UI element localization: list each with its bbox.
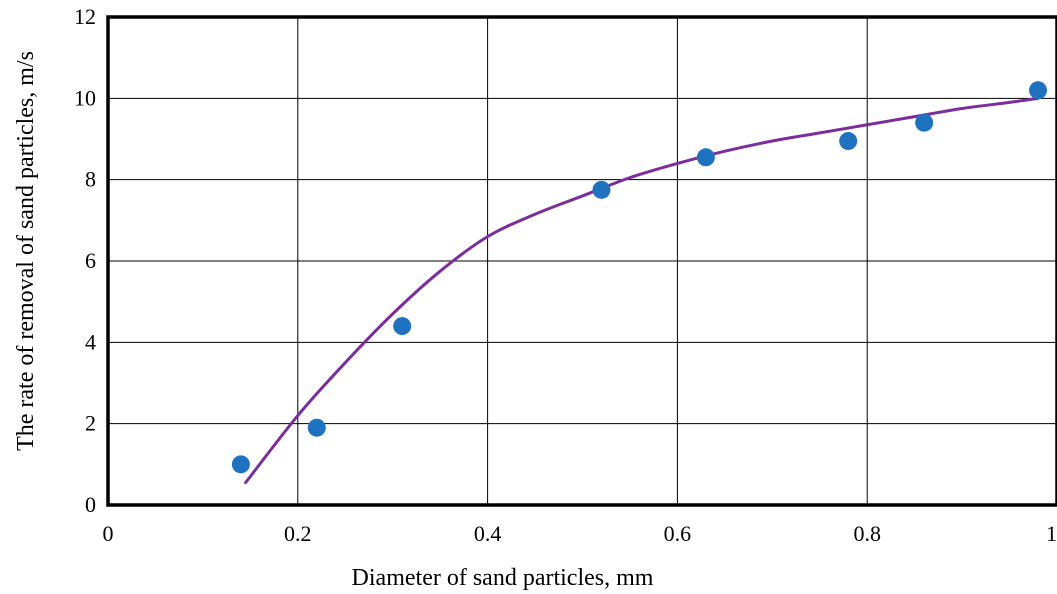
x-axis-title: Diameter of sand particles, mm (352, 565, 654, 591)
y-tick-label: 4 (85, 329, 96, 354)
y-tick-labels: 0 2 4 6 8 10 12 (74, 4, 96, 517)
data-point (592, 180, 611, 199)
x-tick-label: 1 (1046, 521, 1057, 546)
data-point (231, 455, 250, 474)
data-points (231, 81, 1048, 474)
y-tick-label: 6 (85, 248, 96, 273)
plot-area-border (106, 15, 1057, 507)
y-tick-label: 0 (85, 492, 96, 517)
data-point (915, 113, 934, 132)
data-point (307, 418, 326, 437)
x-tick-label: 0.4 (474, 521, 502, 546)
data-point (839, 132, 858, 151)
data-point (393, 317, 412, 336)
x-tick-label: 0.8 (853, 521, 881, 546)
trendline-layer (244, 96, 1040, 485)
y-axis-title: The rate of removal of sand particles, m… (13, 51, 39, 451)
y-tick-label: 8 (85, 167, 96, 192)
x-tick-labels: 0 0.2 0.4 0.6 0.8 1 (103, 521, 1057, 546)
grid-lines (107, 16, 1057, 506)
trendline (244, 96, 1040, 485)
data-point (696, 148, 715, 167)
data-point (1029, 81, 1048, 100)
x-tick-label: 0 (103, 521, 114, 546)
y-tick-label: 12 (74, 4, 96, 29)
y-tick-label: 2 (85, 411, 96, 436)
x-tick-label: 0.2 (284, 521, 312, 546)
x-tick-label: 0.6 (664, 521, 692, 546)
y-tick-label: 10 (74, 85, 96, 110)
